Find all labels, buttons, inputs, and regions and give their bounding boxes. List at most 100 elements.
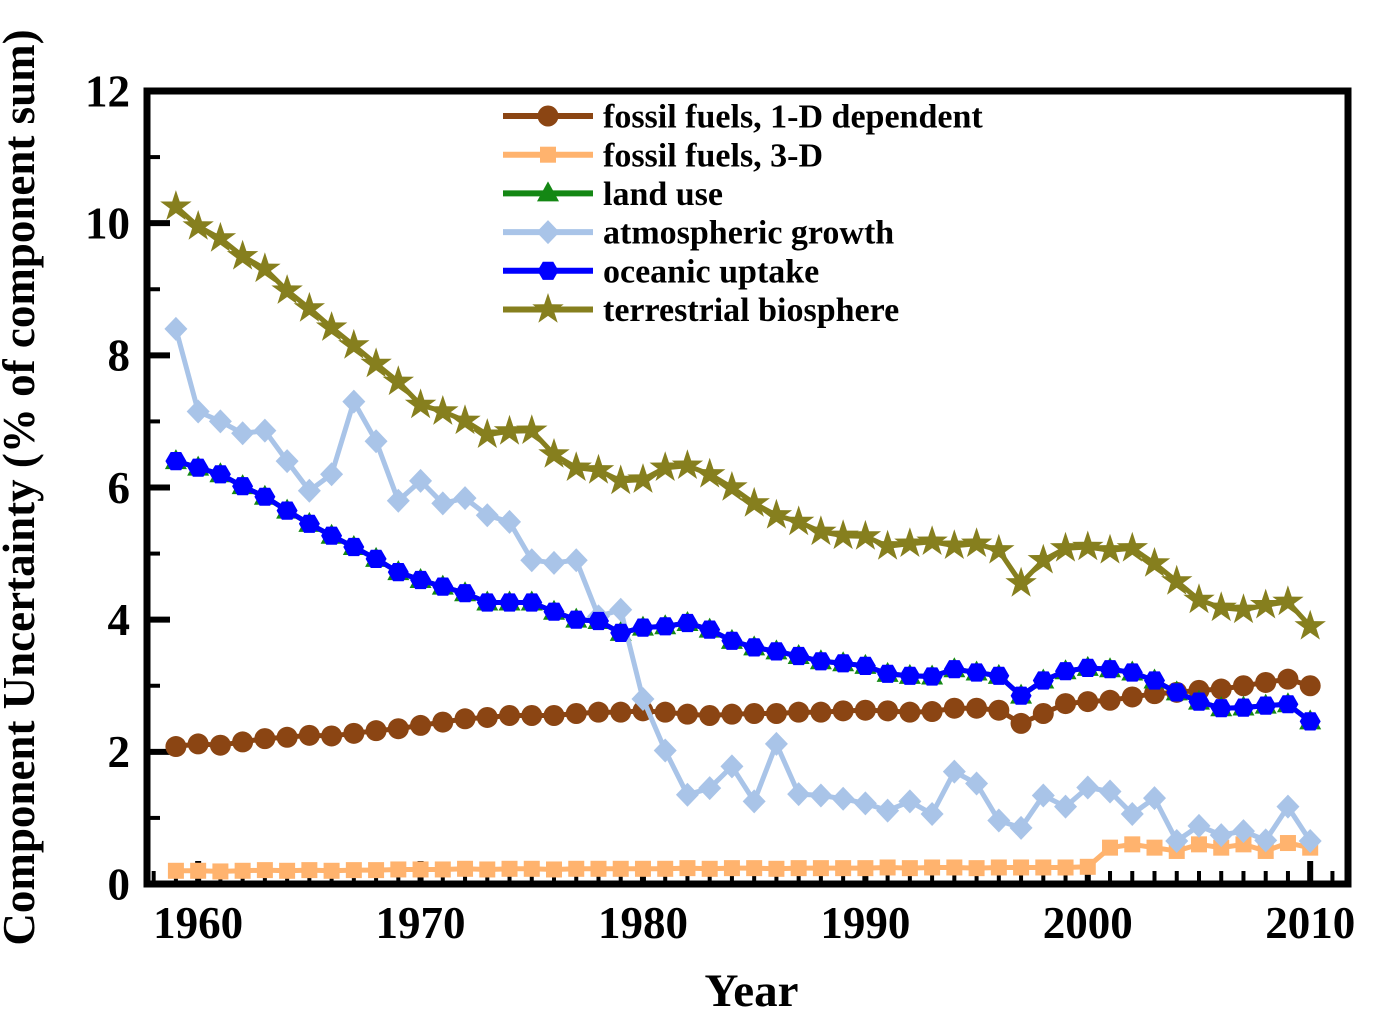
square-marker xyxy=(167,862,184,879)
diamond-marker xyxy=(942,759,966,784)
circle-marker xyxy=(454,708,476,730)
square-marker xyxy=(1057,859,1074,876)
hexagon-marker xyxy=(1277,695,1299,714)
hexagon-marker xyxy=(1121,663,1143,682)
hexagon-marker xyxy=(1144,671,1165,690)
diamond-marker xyxy=(1009,815,1033,840)
hexagon-marker xyxy=(588,611,609,631)
circle-marker xyxy=(743,703,765,725)
hexagon-marker xyxy=(810,652,832,671)
hexagon-marker xyxy=(676,613,698,633)
hexagon-marker xyxy=(699,620,721,639)
circle-marker xyxy=(537,105,559,127)
diamond-marker xyxy=(787,782,811,807)
diamond-marker xyxy=(409,468,433,493)
circle-marker xyxy=(610,701,632,723)
diamond-marker xyxy=(631,686,655,711)
square-marker xyxy=(701,860,718,877)
square-marker xyxy=(812,860,829,877)
circle-marker xyxy=(587,701,609,723)
star-marker xyxy=(315,311,348,341)
circle-marker xyxy=(654,701,676,723)
square-marker xyxy=(256,862,273,879)
hexagon-marker xyxy=(788,646,810,666)
hexagon-marker xyxy=(943,660,965,679)
square-marker xyxy=(190,862,207,879)
diamond-marker xyxy=(1098,779,1122,804)
circle-marker xyxy=(165,736,187,758)
hexagon-marker xyxy=(632,618,654,637)
legend-label-atmospheric-growth: atmospheric growth xyxy=(603,215,894,252)
hexagon-marker xyxy=(276,501,298,520)
square-marker xyxy=(1146,839,1163,856)
hexagon-marker xyxy=(343,537,365,557)
diamond-marker xyxy=(1298,829,1322,854)
star-marker xyxy=(605,464,637,495)
hexagon-marker xyxy=(899,666,921,685)
star-marker xyxy=(1250,588,1282,619)
square-marker xyxy=(835,860,852,877)
square-marker xyxy=(412,861,429,878)
star-marker xyxy=(271,274,303,304)
diamond-marker xyxy=(520,548,544,573)
series-fossil-fuels-3-d-line xyxy=(173,840,1313,874)
series-terrestrial-biosphere xyxy=(173,204,1313,629)
legend-label-land-use: land use xyxy=(603,176,723,213)
circle-marker xyxy=(676,703,698,725)
square-marker xyxy=(679,860,696,877)
legend-label-fossil-fuels-3-d: fossil fuels, 3-D xyxy=(603,137,823,174)
square-marker xyxy=(390,861,407,878)
series-oceanic-uptake-line xyxy=(173,458,1313,724)
diamond-marker xyxy=(542,550,566,575)
circle-marker xyxy=(321,725,343,747)
hexagon-marker xyxy=(454,584,476,603)
hexagon-marker xyxy=(765,642,787,661)
circle-marker xyxy=(343,722,365,744)
star-marker xyxy=(627,463,659,493)
y-axis-title: Component Uncertainty (% of component su… xyxy=(0,29,44,945)
square-marker xyxy=(546,861,563,878)
diamond-marker xyxy=(653,738,677,763)
square-marker xyxy=(434,861,451,878)
hexagon-marker xyxy=(1010,686,1032,705)
diamond-marker xyxy=(475,503,499,528)
square-marker xyxy=(212,863,229,880)
y-tick-label-4: 4 xyxy=(108,595,131,645)
y-tick-label-0: 0 xyxy=(108,859,131,909)
circle-marker xyxy=(832,700,854,722)
star-marker xyxy=(694,457,726,488)
hexagon-marker xyxy=(254,487,276,506)
legend-item-atmospheric-growth: atmospheric growth xyxy=(503,215,894,252)
hexagon-marker xyxy=(854,656,876,675)
star-marker xyxy=(516,414,548,444)
hexagon-marker xyxy=(721,631,743,650)
diamond-marker xyxy=(764,731,788,756)
circle-marker xyxy=(966,697,988,719)
hexagon-marker xyxy=(521,593,543,612)
circle-marker xyxy=(877,700,899,722)
hexagon-marker xyxy=(410,570,432,590)
legend-label-terrestrial-biosphere: terrestrial biosphere xyxy=(603,292,899,329)
star-marker xyxy=(249,252,281,283)
y-tick-label-8: 8 xyxy=(108,331,131,381)
legend-label-oceanic-uptake: oceanic uptake xyxy=(603,253,819,290)
diamond-marker xyxy=(253,418,277,443)
square-marker xyxy=(924,859,941,876)
star-marker xyxy=(1116,531,1148,562)
diamond-marker xyxy=(720,754,744,779)
x-tick-label-1980: 1980 xyxy=(598,898,688,948)
star-marker xyxy=(960,527,993,557)
circle-marker xyxy=(254,728,276,750)
diamond-marker xyxy=(698,776,722,801)
diamond-marker xyxy=(831,786,855,811)
square-marker xyxy=(457,860,474,877)
star-marker xyxy=(871,529,904,560)
square-marker xyxy=(1013,859,1030,876)
circle-marker xyxy=(1299,675,1321,697)
circle-marker xyxy=(1255,671,1277,693)
hexagon-marker xyxy=(321,526,343,545)
star-marker xyxy=(1027,543,1059,574)
x-tick-label-1960: 1960 xyxy=(153,898,243,948)
square-marker xyxy=(1079,858,1096,875)
